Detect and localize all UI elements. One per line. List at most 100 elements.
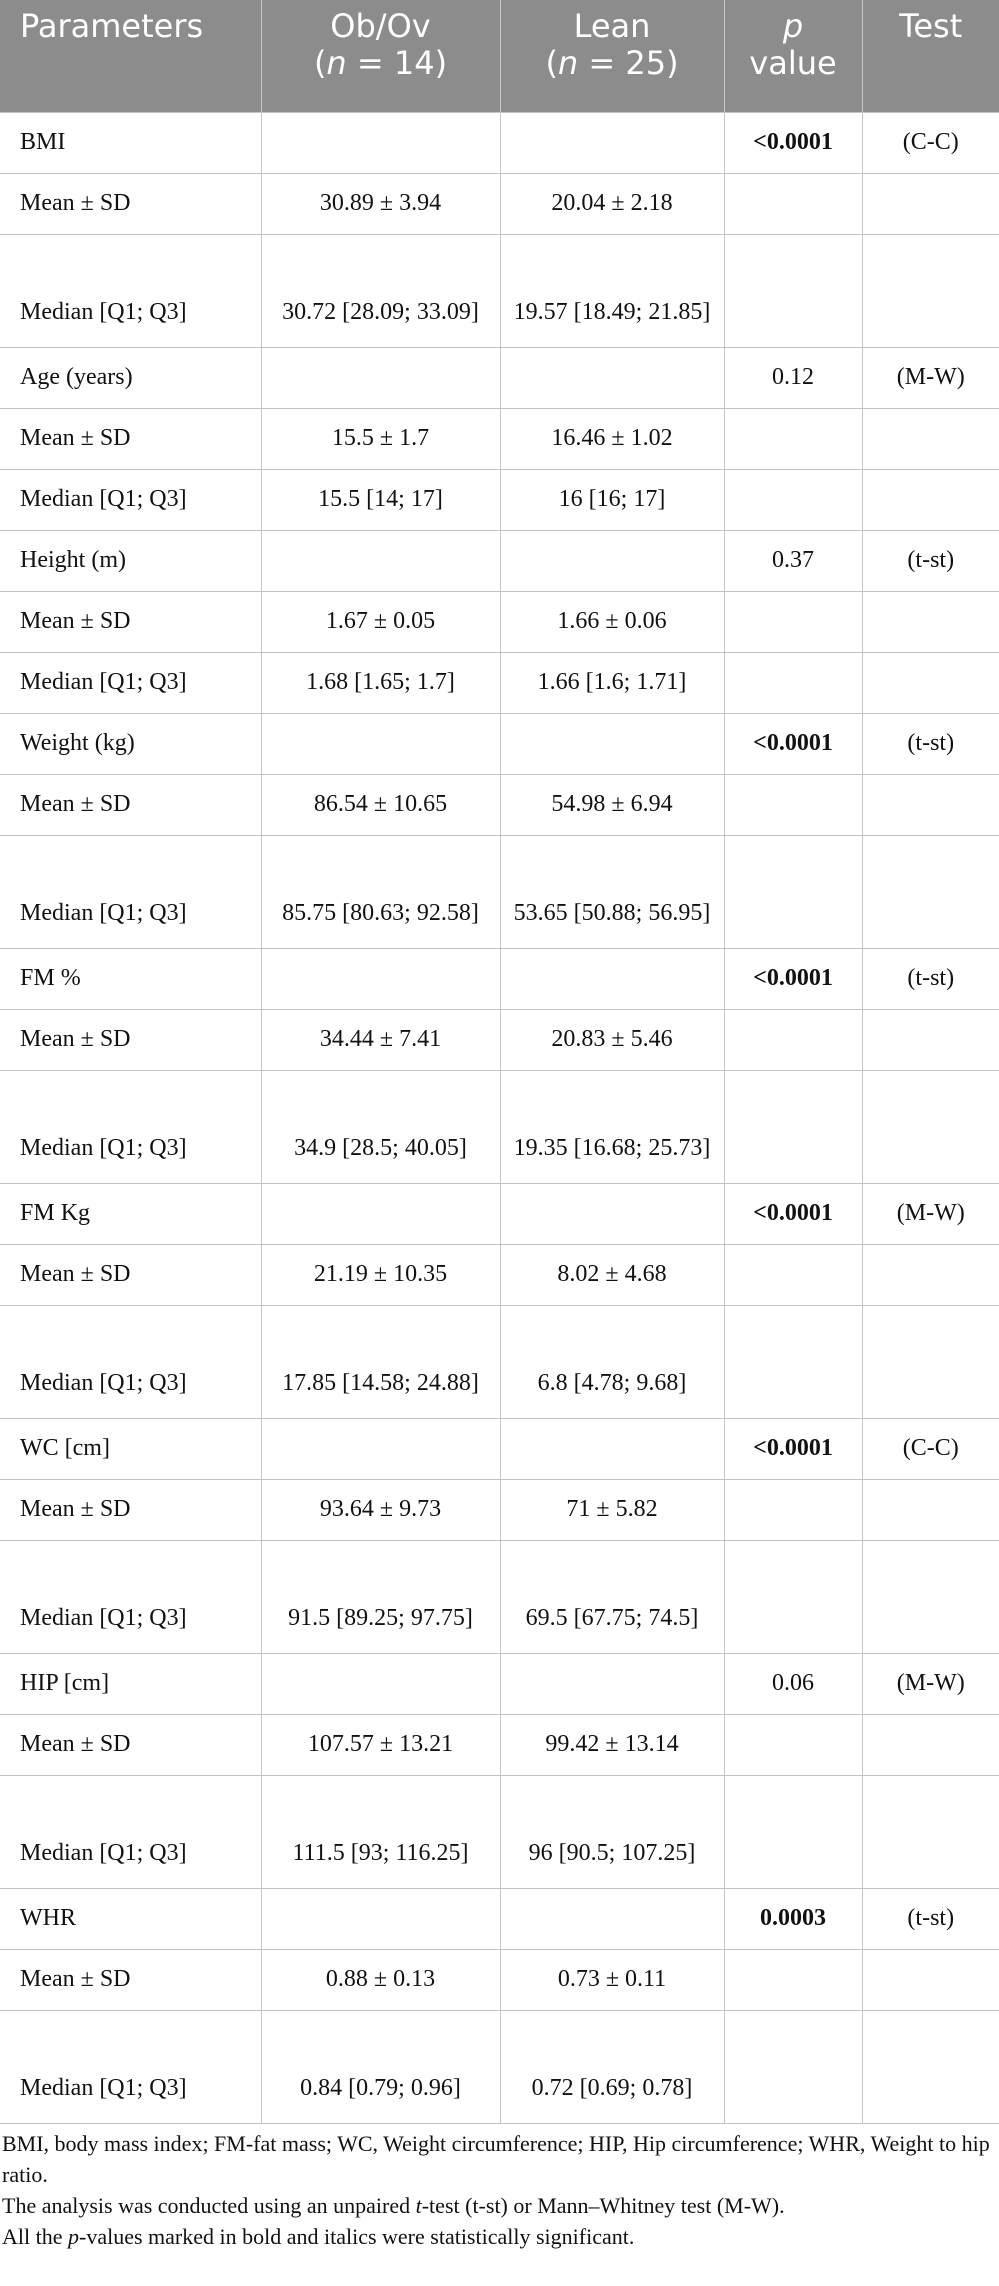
- obov-value: [260, 111, 501, 174]
- lean-value: 16 [16; 17]: [499, 468, 725, 531]
- row-label: Median [Q1; Q3]: [0, 233, 262, 348]
- test-name: [861, 2009, 999, 2124]
- obov-value: [260, 1652, 501, 1715]
- lean-value: 54.98 ± 6.94: [499, 773, 725, 836]
- table-row: Mean ± SD 34.44 ± 7.41 20.83 ± 5.46: [0, 1008, 999, 1071]
- table-row: Mean ± SD 15.5 ± 1.7 16.46 ± 1.02: [0, 407, 999, 470]
- row-label: Mean ± SD: [0, 590, 262, 653]
- lean-value: [499, 346, 725, 409]
- row-label: Mean ± SD: [0, 1008, 262, 1071]
- obov-value: 30.72 [28.09; 33.09]: [260, 233, 501, 348]
- lean-value: [499, 1182, 725, 1245]
- row-label: FM %: [0, 947, 262, 1010]
- header-lean: Lean (n = 25): [500, 0, 725, 112]
- obov-value: 86.54 ± 10.65: [260, 773, 501, 836]
- header-row: Parameters Ob/Ov (n = 14) Lean (n = 25) …: [0, 0, 999, 112]
- test-name: [861, 1478, 999, 1541]
- obov-value: 111.5 [93; 116.25]: [260, 1774, 501, 1889]
- table-row: Height (m) 0.37 (t-st): [0, 529, 999, 592]
- footnote-significance: All the p-values marked in bold and ital…: [2, 2223, 635, 2249]
- table-row: BMI <0.0001 (C-C): [0, 111, 999, 174]
- table-body: BMI <0.0001 (C-C) Mean ± SD 30.89 ± 3.94 20.0…: [0, 111, 999, 2124]
- p-value: [723, 651, 863, 714]
- test-name: (C-C): [861, 111, 999, 174]
- obov-value: 34.44 ± 7.41: [260, 1008, 501, 1071]
- obov-value: 15.5 [14; 17]: [260, 468, 501, 531]
- p-value: [723, 1774, 863, 1889]
- header-obov: Ob/Ov (n = 14): [261, 0, 501, 112]
- row-label: WC [cm]: [0, 1417, 262, 1480]
- obov-value: [260, 346, 501, 409]
- test-name: (t-st): [861, 712, 999, 775]
- obov-value: [260, 1887, 501, 1950]
- table-row: Mean ± SD 1.67 ± 0.05 1.66 ± 0.06: [0, 590, 999, 653]
- test-name: [861, 1713, 999, 1776]
- row-label: Median [Q1; Q3]: [0, 1304, 262, 1419]
- table-row: Median [Q1; Q3] 85.75 [80.63; 92.58] 53.65…: [0, 834, 999, 949]
- obov-value: 1.67 ± 0.05: [260, 590, 501, 653]
- table-row: Mean ± SD 30.89 ± 3.94 20.04 ± 2.18: [0, 172, 999, 235]
- p-value: 0.0003: [723, 1887, 863, 1950]
- row-label: WHR: [0, 1887, 262, 1950]
- table-footnotes: BMI, body mass index; FM-fat mass; WC, W…: [0, 2124, 999, 2252]
- p-value: <0.0001: [723, 111, 863, 174]
- lean-value: [499, 947, 725, 1010]
- row-label: Median [Q1; Q3]: [0, 1069, 262, 1184]
- row-label: Weight (kg): [0, 712, 262, 775]
- table-row: Weight (kg) <0.0001 (t-st): [0, 712, 999, 775]
- lean-value: 19.35 [16.68; 25.73]: [499, 1069, 725, 1184]
- lean-value: 8.02 ± 4.68: [499, 1243, 725, 1306]
- row-label: Mean ± SD: [0, 172, 262, 235]
- p-value: [723, 1478, 863, 1541]
- table-row: Mean ± SD 86.54 ± 10.65 54.98 ± 6.94: [0, 773, 999, 836]
- row-label: Mean ± SD: [0, 773, 262, 836]
- row-label: HIP [cm]: [0, 1652, 262, 1715]
- p-value: [723, 834, 863, 949]
- obov-value: 91.5 [89.25; 97.75]: [260, 1539, 501, 1654]
- lean-value: [499, 1652, 725, 1715]
- obov-value: 107.57 ± 13.21: [260, 1713, 501, 1776]
- row-label: Median [Q1; Q3]: [0, 1774, 262, 1889]
- test-name: (t-st): [861, 1887, 999, 1950]
- test-name: (t-st): [861, 947, 999, 1010]
- lean-value: 16.46 ± 1.02: [499, 407, 725, 470]
- table-row: Median [Q1; Q3] 17.85 [14.58; 24.88] 6.8 […: [0, 1304, 999, 1419]
- lean-value: [499, 529, 725, 592]
- p-value: [723, 1713, 863, 1776]
- table-row: WHR 0.0003 (t-st): [0, 1887, 999, 1950]
- table-row: Median [Q1; Q3] 0.84 [0.79; 0.96] 0.72 [0.…: [0, 2009, 999, 2124]
- row-label: Median [Q1; Q3]: [0, 2009, 262, 2124]
- row-label: Median [Q1; Q3]: [0, 834, 262, 949]
- table-row: Median [Q1; Q3] 91.5 [89.25; 97.75] 69.5 […: [0, 1539, 999, 1654]
- table-row: Median [Q1; Q3] 15.5 [14; 17] 16 [16; 17]: [0, 468, 999, 531]
- row-label: Mean ± SD: [0, 1243, 262, 1306]
- table-row: Median [Q1; Q3] 34.9 [28.5; 40.05] 19.35 […: [0, 1069, 999, 1184]
- row-label: Mean ± SD: [0, 407, 262, 470]
- lean-value: 99.42 ± 13.14: [499, 1713, 725, 1776]
- obov-value: [260, 529, 501, 592]
- table-header: Parameters Ob/Ov (n = 14) Lean (n = 25) …: [0, 0, 999, 112]
- obov-value: 0.84 [0.79; 0.96]: [260, 2009, 501, 2124]
- row-label: BMI: [0, 111, 262, 174]
- obov-value: 17.85 [14.58; 24.88]: [260, 1304, 501, 1419]
- lean-value: [499, 1887, 725, 1950]
- lean-value: 71 ± 5.82: [499, 1478, 725, 1541]
- obov-value: 93.64 ± 9.73: [260, 1478, 501, 1541]
- test-name: [861, 1774, 999, 1889]
- footnote-analysis: The analysis was conducted using an unpa…: [2, 2192, 785, 2218]
- table-row: Median [Q1; Q3] 1.68 [1.65; 1.7] 1.66 [1.6…: [0, 651, 999, 714]
- table-row: Mean ± SD 21.19 ± 10.35 8.02 ± 4.68: [0, 1243, 999, 1306]
- lean-value: 53.65 [50.88; 56.95]: [499, 834, 725, 949]
- p-value: [723, 172, 863, 235]
- test-name: [861, 233, 999, 348]
- lean-value: 0.72 [0.69; 0.78]: [499, 2009, 725, 2124]
- test-name: [861, 1948, 999, 2011]
- obov-value: 1.68 [1.65; 1.7]: [260, 651, 501, 714]
- p-value: [723, 1069, 863, 1184]
- table-row: Mean ± SD 0.88 ± 0.13 0.73 ± 0.11: [0, 1948, 999, 2011]
- p-value: <0.0001: [723, 1182, 863, 1245]
- obov-value: [260, 1417, 501, 1480]
- obov-value: [260, 947, 501, 1010]
- test-name: (t-st): [861, 529, 999, 592]
